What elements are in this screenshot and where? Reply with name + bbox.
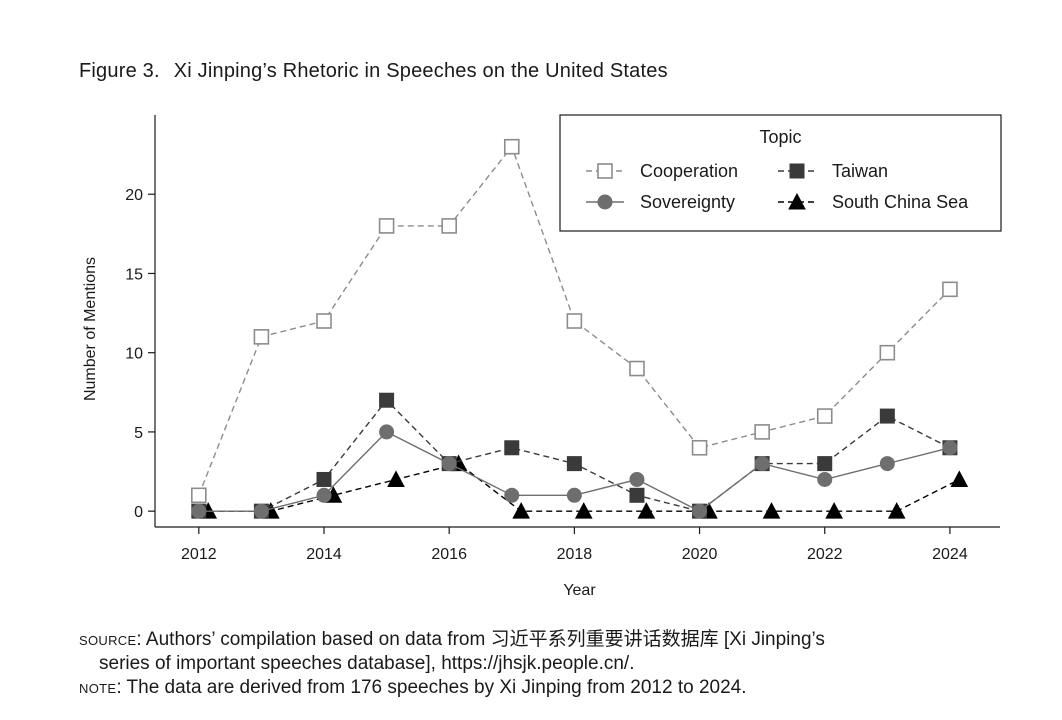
legend-marker-sovereignty (597, 194, 613, 210)
axes: 0 5 10 15 20 2012 2014 2016 2018 2020 2022 2024 Year… (82, 115, 1000, 599)
data-point-south-china-sea (950, 470, 969, 487)
x-axis-label: Year (563, 582, 596, 599)
data-point-cooperation (754, 424, 770, 440)
legend: Topic Cooperation Sovereignty Taiwan South C… (559, 114, 1002, 232)
data-point-south-china-sea (762, 502, 781, 519)
data-point-cooperation (378, 218, 395, 234)
data-point-cooperation (253, 329, 270, 345)
series-south-china-sea (199, 454, 969, 519)
source-line-2: series of important speeches database], … (79, 652, 1039, 676)
legend-marker-taiwan (789, 163, 805, 179)
x-tick-label: 2024 (932, 546, 968, 563)
legend-label-south-china-sea: South China Sea (832, 192, 969, 212)
figure-number: Figure 3. (79, 60, 160, 82)
y-axis-label: Number of Mentions (82, 257, 99, 401)
figure-notes: source: Authors’ compilation based on da… (79, 628, 1039, 700)
y-tick-label: 5 (134, 425, 143, 442)
data-point-sovereignty (441, 456, 457, 472)
x-tick-label: 2022 (807, 546, 843, 563)
legend-marker-south-china-sea (788, 192, 806, 210)
source-label: source (79, 629, 137, 650)
data-point-taiwan (316, 471, 332, 487)
source-line: source: Authors’ compilation based on da… (79, 628, 1039, 652)
legend-item-cooperation: Cooperation (586, 161, 738, 181)
legend-box (559, 114, 1002, 232)
x-tick-label: 2020 (682, 546, 718, 563)
legend-label-cooperation: Cooperation (640, 161, 738, 181)
data-point-cooperation (441, 218, 457, 234)
data-point-cooperation (503, 138, 520, 155)
data-point-taiwan (879, 408, 895, 424)
series-cooperation (191, 138, 958, 504)
y-tick-label: 0 (134, 504, 143, 521)
data-point-taiwan (629, 487, 645, 503)
legend-item-taiwan: Taiwan (778, 161, 888, 181)
data-point-cooperation (191, 487, 207, 504)
y-tick-label: 10 (125, 346, 143, 363)
x-tick-label: 2014 (306, 546, 342, 563)
legend-marker-cooperation (597, 163, 613, 179)
y-tick-label: 15 (125, 266, 143, 283)
data-point-taiwan (566, 456, 582, 472)
data-point-sovereignty (754, 456, 770, 472)
data-point-cooperation (629, 360, 645, 377)
x-tick-label: 2016 (431, 546, 467, 563)
data-point-cooperation (879, 344, 896, 361)
data-point-cooperation (316, 313, 332, 329)
data-point-sovereignty (504, 487, 520, 503)
note-text: : The data are derived from 176 speeches… (116, 677, 747, 698)
x-tick-label: 2018 (557, 546, 593, 563)
data-point-south-china-sea (825, 502, 843, 519)
data-point-cooperation (942, 281, 958, 298)
data-point-sovereignty (942, 440, 958, 456)
note-label: note (79, 677, 117, 698)
data-point-sovereignty (817, 471, 833, 487)
data-point-south-china-sea (637, 502, 656, 519)
data-point-taiwan (817, 456, 833, 472)
legend-label-taiwan: Taiwan (832, 161, 888, 181)
data-point-cooperation (691, 439, 708, 456)
figure-title-text: Xi Jinping’s Rhetoric in Speeches on the… (173, 60, 668, 82)
note-line: note: The data are derived from 176 spee… (79, 676, 1039, 700)
data-point-sovereignty (692, 503, 708, 519)
data-point-cooperation (566, 313, 583, 329)
data-point-sovereignty (191, 503, 207, 519)
series-layer (191, 138, 969, 519)
data-point-sovereignty (566, 487, 582, 503)
series-sovereignty (191, 424, 958, 519)
data-point-south-china-sea (512, 502, 531, 519)
source-text-2: series of important speeches database], … (99, 653, 635, 674)
data-point-sovereignty (879, 456, 895, 472)
data-point-sovereignty (629, 471, 645, 487)
data-point-sovereignty (379, 424, 395, 440)
data-point-south-china-sea (387, 470, 405, 487)
source-text: : Authors’ compilation based on data fro… (136, 629, 825, 650)
legend-label-sovereignty: Sovereignty (640, 192, 735, 212)
y-tick-label: 20 (125, 187, 143, 204)
data-point-taiwan (504, 440, 520, 456)
data-point-cooperation (816, 408, 833, 424)
figure-title: Figure 3. Xi Jinping’s Rhetoric in Speech… (79, 60, 668, 83)
legend-item-sovereignty: Sovereignty (586, 192, 735, 212)
data-point-south-china-sea (887, 502, 906, 519)
legend-item-south-china-sea: South China Sea (778, 192, 969, 212)
x-tick-label: 2012 (181, 546, 217, 563)
data-point-sovereignty (253, 503, 269, 519)
data-point-south-china-sea (574, 502, 593, 519)
legend-title: Topic (759, 127, 801, 147)
data-point-taiwan (379, 392, 395, 408)
line-chart: 0 5 10 15 20 2012 2014 2016 2018 2020 2022 2024 Year… (82, 114, 1002, 599)
data-point-sovereignty (316, 487, 332, 503)
